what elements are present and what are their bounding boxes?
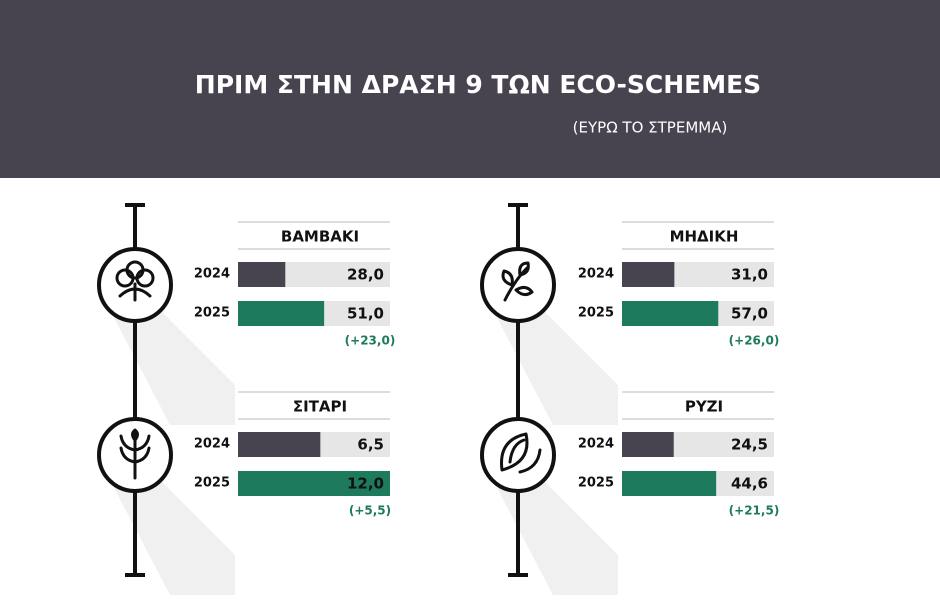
header-band bbox=[0, 0, 940, 178]
subtitle: (ΕΥΡΩ ΤΟ ΣΤΡΕΜΜΑ) bbox=[573, 119, 728, 137]
value-label: 57,0 bbox=[731, 305, 768, 323]
value-label: 6,5 bbox=[357, 436, 384, 454]
left-timeline bbox=[97, 203, 235, 595]
bar bbox=[622, 262, 675, 287]
bar bbox=[622, 301, 719, 326]
value-label: 24,5 bbox=[731, 436, 768, 454]
bar bbox=[622, 471, 717, 496]
difference: (+23,0) bbox=[345, 334, 396, 348]
bar bbox=[622, 432, 674, 457]
bar bbox=[238, 301, 325, 326]
value-label: 28,0 bbox=[347, 266, 384, 284]
year-label: 2025 bbox=[194, 476, 230, 491]
bar bbox=[238, 432, 321, 457]
title: ΠΡΙΜ ΣΤΗΝ ΔΡΑΣΗ 9 ΤΩΝ ECO-SCHEMES bbox=[195, 70, 761, 99]
year-label: 2024 bbox=[578, 267, 614, 282]
difference: (+26,0) bbox=[729, 334, 780, 348]
difference: (+21,5) bbox=[729, 504, 780, 518]
year-label: 2024 bbox=[578, 437, 614, 452]
chart-title: ΣΙΤΑΡΙ bbox=[293, 398, 347, 416]
value-label: 44,6 bbox=[731, 475, 768, 493]
right-timeline bbox=[480, 203, 618, 595]
chart-title: ΡΥΖΙ bbox=[685, 398, 723, 416]
year-label: 2025 bbox=[578, 306, 614, 321]
year-label: 2025 bbox=[578, 476, 614, 491]
year-label: 2024 bbox=[194, 267, 230, 282]
difference: (+5,5) bbox=[349, 504, 391, 518]
chart-title: ΜΗΔΙΚΗ bbox=[670, 228, 739, 246]
year-label: 2025 bbox=[194, 306, 230, 321]
value-label: 31,0 bbox=[731, 266, 768, 284]
chart-title: ΒΑΜΒΑΚΙ bbox=[281, 228, 359, 246]
value-label: 12,0 bbox=[347, 475, 384, 493]
bar bbox=[238, 262, 286, 287]
year-label: 2024 bbox=[194, 437, 230, 452]
value-label: 51,0 bbox=[347, 305, 384, 323]
bar bbox=[238, 471, 390, 496]
